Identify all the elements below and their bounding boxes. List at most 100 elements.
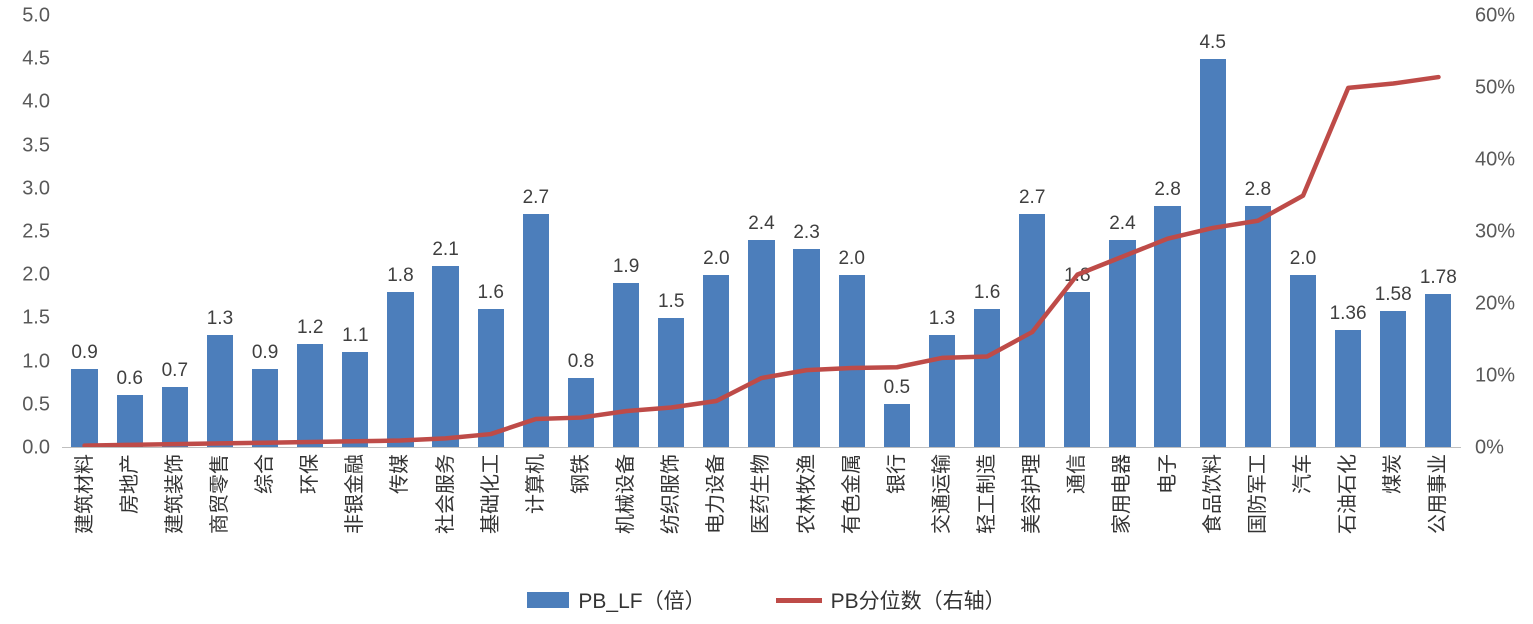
bar — [71, 369, 98, 447]
left-axis-tick-label: 1.5 — [22, 306, 50, 329]
left-axis-tick-label: 5.0 — [22, 4, 50, 27]
bar — [838, 274, 865, 447]
x-category-label: 建筑材料 — [73, 454, 96, 534]
x-category-label: 电力设备 — [705, 454, 728, 534]
x-category-label: 银行 — [885, 454, 908, 494]
x-category-slot: 建筑装饰 — [152, 448, 197, 580]
x-category-slot: 家用电器 — [1100, 448, 1145, 580]
bar-slot: 1.58 — [1371, 16, 1416, 447]
x-category-label: 交通运输 — [930, 454, 953, 534]
x-category-slot: 煤炭 — [1371, 448, 1416, 580]
x-category-label: 食品饮料 — [1201, 454, 1224, 534]
x-category-slot: 商贸零售 — [197, 448, 242, 580]
x-category-label: 计算机 — [524, 454, 547, 514]
x-category-label: 石油石化 — [1337, 454, 1360, 534]
right-axis-tick-label: 40% — [1475, 148, 1516, 171]
x-category-label: 家用电器 — [1111, 454, 1134, 534]
left-axis-tick-label: 1.0 — [22, 350, 50, 373]
bar — [387, 291, 414, 447]
bar-slot: 2.3 — [784, 16, 829, 447]
bar-data-label: 2.7 — [1018, 187, 1046, 209]
x-category-slot: 机械设备 — [604, 448, 649, 580]
x-category-slot: 计算机 — [513, 448, 558, 580]
bar — [161, 386, 188, 447]
bar-data-label: 2.8 — [1154, 178, 1181, 200]
x-category-label: 房地产 — [118, 454, 141, 514]
bar-data-label: 2.8 — [1244, 178, 1272, 200]
bar-slot: 0.8 — [558, 16, 603, 447]
plot-row: 5.0 4.5 4.0 3.5 3.0 2.5 2.0 1.5 1.0 0.5 0.0 0.9 0.6… — [0, 5, 1533, 459]
bar-slot: 0.9 — [243, 16, 288, 447]
bar — [883, 403, 910, 447]
bar — [251, 369, 279, 447]
bar — [612, 283, 640, 447]
bar-slot: 0.5 — [874, 16, 919, 447]
x-category-slot: 汽车 — [1280, 448, 1325, 580]
x-axis-right-spacer — [1461, 448, 1533, 580]
x-category-label: 有色金属 — [840, 454, 863, 534]
right-axis-tick-label: 0% — [1475, 436, 1504, 459]
legend-label-line: PB分位数（右轴） — [830, 590, 1006, 613]
x-category-label: 煤炭 — [1382, 454, 1405, 494]
x-category-label: 轻工制造 — [976, 454, 999, 534]
x-category-label: 传媒 — [389, 454, 412, 494]
x-category-slot: 社会服务 — [423, 448, 468, 580]
bar-data-label: 0.6 — [116, 368, 143, 390]
x-category-slot: 非银金融 — [333, 448, 378, 580]
bar-slot: 2.0 — [694, 16, 739, 447]
x-category-slot: 房地产 — [107, 448, 152, 580]
left-axis-tick-label: 3.5 — [22, 134, 50, 157]
bar — [1064, 291, 1091, 447]
x-category-label: 建筑装饰 — [163, 454, 186, 534]
bar — [567, 378, 595, 447]
bar-data-label: 2.3 — [793, 221, 820, 243]
x-category-slot: 食品饮料 — [1190, 448, 1235, 580]
x-category-label: 汽车 — [1291, 454, 1314, 494]
bar-data-label: 4.5 — [1199, 32, 1226, 54]
x-category-label: 医药生物 — [750, 454, 773, 534]
x-category-label: 综合 — [254, 454, 277, 494]
bar — [116, 395, 143, 447]
x-category-label: 机械设备 — [615, 454, 638, 534]
bar-data-label: 1.8 — [387, 264, 414, 286]
bar — [973, 309, 1001, 447]
bar-slot: 2.1 — [423, 16, 468, 447]
bar — [703, 274, 730, 447]
bar-slot: 1.1 — [333, 16, 378, 447]
legend-item-bar: PB_LF（倍） — [527, 585, 706, 615]
bar-slot: 1.9 — [604, 16, 649, 447]
bar — [1425, 293, 1452, 447]
right-axis: 60% 50% 40% 30% 20% 10% 0% — [1461, 5, 1533, 459]
right-axis-tick-label: 30% — [1475, 220, 1516, 243]
bar-slot: 0.7 — [152, 16, 197, 447]
bar — [793, 248, 820, 447]
x-category-slot: 电力设备 — [694, 448, 739, 580]
x-category-slot: 公用事业 — [1416, 448, 1461, 580]
bar-data-label: 0.9 — [71, 342, 98, 364]
x-category-label: 基础化工 — [479, 454, 502, 534]
bar-data-label: 1.1 — [342, 325, 369, 347]
plot-area: 0.9 0.6 0.7 1.3 0.9 1.2 1.1 1.8 2.1 1.6 2.7 0.8 1.9 1… — [62, 16, 1461, 448]
right-axis-tick-label: 20% — [1475, 292, 1516, 315]
x-category-label: 通信 — [1066, 454, 1089, 494]
x-category-label: 电子 — [1156, 454, 1179, 494]
left-axis-tick-label: 0.0 — [22, 436, 50, 459]
bar — [477, 309, 504, 447]
left-axis-tick-label: 4.0 — [22, 90, 50, 113]
x-category-label: 非银金融 — [344, 454, 367, 534]
bar-data-label: 1.36 — [1329, 302, 1367, 324]
bar-data-label: 2.4 — [1109, 213, 1136, 235]
bar-data-label: 1.9 — [612, 256, 640, 278]
x-category-slot: 纺织服饰 — [649, 448, 694, 580]
x-category-slot: 医药生物 — [739, 448, 784, 580]
bar — [1289, 274, 1317, 447]
bar-series-swatch — [527, 592, 570, 608]
bar-data-label: 0.7 — [161, 359, 189, 381]
bar-data-label: 2.0 — [1289, 247, 1317, 269]
x-category-label: 美容护理 — [1021, 454, 1044, 534]
bar-slot: 2.4 — [739, 16, 784, 447]
bar-slot: 2.8 — [1145, 16, 1190, 447]
bar — [748, 240, 775, 447]
bar-data-label: 0.9 — [251, 342, 279, 364]
